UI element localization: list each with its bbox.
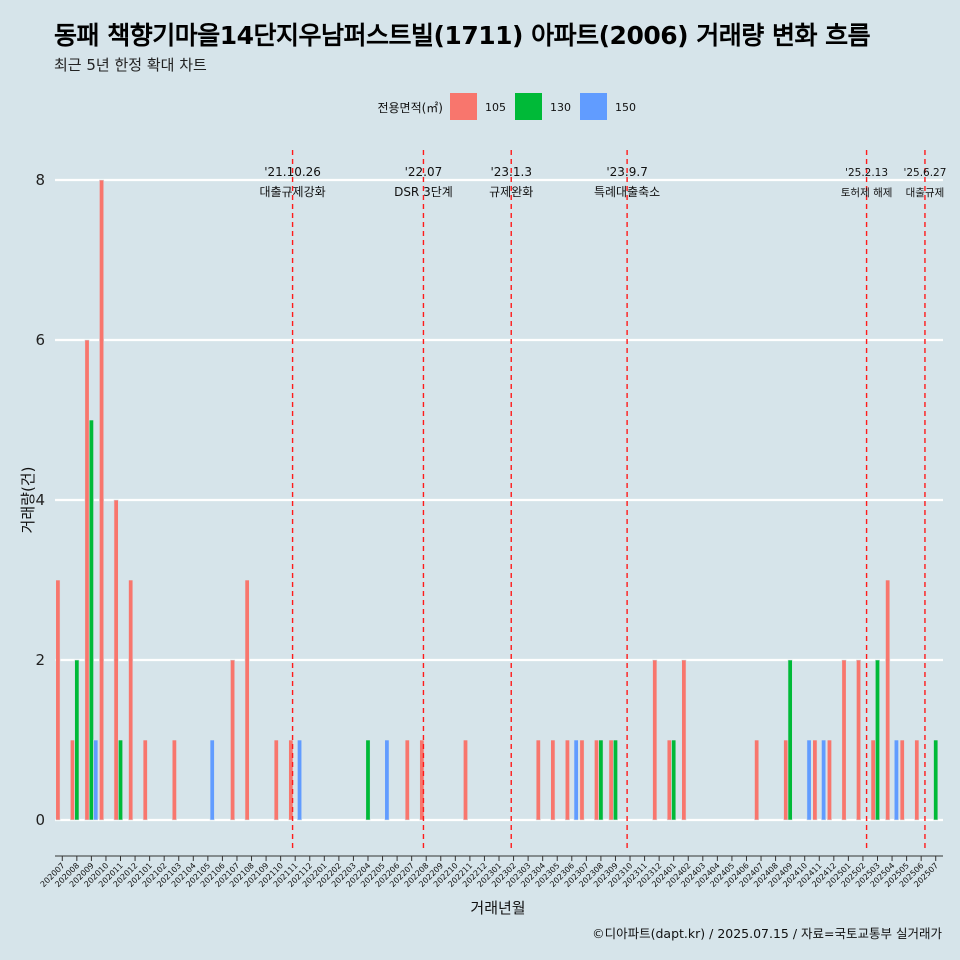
legend-label-105: 105 bbox=[485, 101, 506, 114]
bar-105-202010 bbox=[99, 179, 105, 821]
legend: 전용면적(㎡) 105 130 150 bbox=[377, 93, 636, 120]
legend-swatch-130 bbox=[515, 93, 542, 120]
bar-105-202412 bbox=[826, 739, 832, 821]
x-axis: 2020072020082020092020102020112020122021… bbox=[39, 855, 943, 889]
bar-130-202009 bbox=[88, 419, 94, 821]
event-date: '25.6.27 bbox=[903, 167, 946, 179]
legend-swatch-105 bbox=[450, 93, 477, 120]
event-label: 대출규제강화 bbox=[259, 185, 325, 199]
bar-105-202409 bbox=[783, 739, 789, 821]
bar-105-202207 bbox=[404, 739, 410, 821]
bar-130-202308 bbox=[598, 739, 604, 821]
y-axis-title: 거래량(건) bbox=[19, 467, 37, 534]
legend-swatch-150 bbox=[580, 93, 607, 120]
page-subtitle: 최근 5년 한정 확대 차트 bbox=[54, 56, 207, 74]
bar-105-202504 bbox=[885, 579, 891, 821]
legend-title: 전용면적(㎡) bbox=[377, 101, 443, 115]
bar-105-202503 bbox=[870, 739, 876, 821]
bar-105-202309 bbox=[608, 739, 614, 821]
bar-105-202306 bbox=[564, 739, 570, 821]
bar-105-202012 bbox=[128, 579, 134, 821]
y-tick-label: 8 bbox=[35, 171, 45, 189]
bar-105-202103 bbox=[171, 739, 177, 821]
y-tick-label: 2 bbox=[35, 651, 45, 669]
bar-105-202401 bbox=[666, 739, 672, 821]
y-tick-label: 6 bbox=[35, 331, 45, 349]
event-date: '23.9.7 bbox=[606, 165, 647, 179]
bar-150-202009 bbox=[93, 739, 99, 821]
event-label: 토허제 해제 bbox=[841, 186, 893, 199]
page-title: 동패 책향기마을14단지우남퍼스트빌(1711) 아파트(2006) 거래량 변… bbox=[54, 21, 871, 50]
bar-105-202305 bbox=[550, 739, 556, 821]
bar-150-202410 bbox=[806, 739, 812, 821]
event-label: 대출규제 bbox=[906, 187, 945, 199]
x-axis-title: 거래년월 bbox=[470, 899, 525, 917]
bar-130-202409 bbox=[787, 659, 793, 821]
legend-label-150: 150 bbox=[615, 101, 636, 114]
bar-130-202204 bbox=[365, 739, 371, 821]
bar-150-202111 bbox=[297, 739, 303, 821]
y-tick-label: 4 bbox=[35, 491, 45, 509]
bar-105-202312 bbox=[652, 659, 658, 821]
bar-150-202205 bbox=[384, 739, 390, 821]
bar-105-202110 bbox=[273, 739, 279, 821]
bar-105-202108 bbox=[244, 579, 250, 821]
bar-105-202007 bbox=[55, 579, 61, 821]
bar-105-202107 bbox=[230, 659, 236, 821]
source-caption: ©디아파트(dapt.kr) / 2025.07.15 / 자료=국토교통부 실… bbox=[592, 926, 942, 941]
event-date: '25.2.13 bbox=[845, 167, 888, 179]
bar-105-202211 bbox=[463, 739, 469, 821]
bars bbox=[55, 179, 939, 821]
bar-130-202008 bbox=[74, 659, 80, 821]
bar-130-202011 bbox=[118, 739, 123, 821]
bar-105-202407 bbox=[754, 739, 760, 821]
event-date: '21.10.26 bbox=[264, 165, 321, 179]
bar-105-202009 bbox=[84, 339, 90, 821]
event-markers: '21.10.26 대출규제강화 '22.07 DSR 3단계 '23.1.3 규제완화 '… bbox=[259, 150, 946, 852]
grid-lines bbox=[55, 178, 943, 822]
event-label: DSR 3단계 bbox=[394, 185, 453, 199]
bar-105-202501 bbox=[841, 659, 847, 821]
bar-105-202506 bbox=[914, 739, 920, 821]
event-label: 특례대출축소 bbox=[594, 185, 660, 199]
bar-130-202507 bbox=[933, 739, 939, 821]
bar-105-202505 bbox=[899, 739, 905, 821]
bar-105-202008 bbox=[69, 739, 75, 821]
legend-label-130: 130 bbox=[550, 101, 571, 114]
bar-130-202309 bbox=[612, 739, 618, 821]
y-tick-label: 0 bbox=[35, 811, 45, 829]
event-label: 규제완화 bbox=[489, 185, 533, 199]
event-date: '22.07 bbox=[405, 165, 443, 179]
bar-105-202502 bbox=[856, 659, 862, 821]
bar-105-202402 bbox=[681, 659, 687, 821]
bar-130-202401 bbox=[671, 739, 677, 821]
bar-105-202308 bbox=[594, 739, 600, 821]
bar-105-202304 bbox=[535, 739, 541, 821]
bar-105-202411 bbox=[812, 739, 818, 821]
bar-105-202101 bbox=[142, 739, 148, 821]
bar-150-202105 bbox=[209, 739, 215, 821]
bar-150-202306 bbox=[573, 739, 579, 821]
bar-150-202411 bbox=[821, 739, 827, 821]
bar-105-202307 bbox=[579, 739, 585, 821]
bar-130-202503 bbox=[875, 659, 880, 821]
event-date: '23.1.3 bbox=[490, 165, 531, 179]
bar-150-202504 bbox=[893, 739, 899, 821]
bar-105-202011 bbox=[113, 499, 119, 821]
y-axis: 0 2 4 6 8 bbox=[35, 171, 45, 829]
